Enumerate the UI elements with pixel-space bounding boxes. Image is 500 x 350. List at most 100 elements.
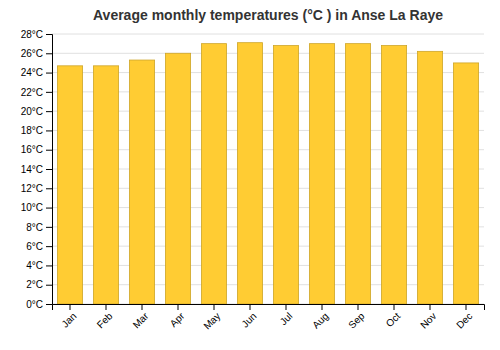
x-tick-label: Nov (418, 310, 438, 330)
y-tick: 28°C (21, 29, 52, 40)
y-tick: 20°C (21, 106, 52, 117)
x-tick-label: Oct (384, 310, 403, 329)
y-axis-line (46, 35, 53, 305)
x-tick-label: Aug (310, 310, 330, 330)
y-tick-label: 14°C (21, 164, 43, 175)
y-tick-label: 24°C (21, 67, 43, 78)
x-tick-mark (466, 304, 467, 310)
y-tick-label: 26°C (21, 48, 43, 59)
y-tick-mark (46, 304, 52, 305)
x-tick-mark (142, 304, 143, 310)
x-tick-mark (214, 304, 215, 310)
x-tick-mark (430, 304, 431, 310)
y-tick-mark (46, 169, 52, 170)
y-tick: 12°C (21, 183, 52, 194)
y-tick: 2°C (26, 279, 52, 290)
y-tick-mark (46, 53, 52, 54)
y-tick-mark (46, 111, 52, 112)
y-tick-mark (46, 285, 52, 286)
title: Average monthly temperatures (°C ) in An… (93, 7, 443, 23)
x-tick: Apr (168, 304, 187, 329)
x-tick-label: Feb (95, 310, 115, 330)
x-axis: Jan Feb Mar Apr May Jun Jul Aug Sep Oct Nov Dec (53, 304, 485, 332)
y-tick-label: 16°C (21, 144, 43, 155)
y-tick-label: 10°C (21, 202, 43, 213)
x-tick-label: Apr (168, 310, 187, 329)
y-tick-mark (46, 208, 52, 209)
y-tick-mark (46, 130, 52, 131)
x-tick: May (201, 304, 222, 332)
x-tick-label: Jan (59, 310, 78, 329)
bar (165, 53, 190, 304)
y-tick-label: 20°C (21, 106, 43, 117)
x-tick: Oct (384, 304, 403, 329)
x-tick-label: Dec (454, 310, 474, 330)
bar (201, 44, 226, 304)
y-axis: 0°C 2°C 4°C 6°C 8°C 10°C 12°C 14°C 16°C 18°C 20°C 2… (21, 29, 53, 310)
x-tick: Jun (239, 304, 258, 330)
y-tick-label: 22°C (21, 87, 43, 98)
y-tick: 18°C (21, 125, 52, 136)
bar (93, 66, 118, 304)
bar (237, 43, 262, 304)
x-tick-label: May (201, 310, 222, 331)
x-tick-mark (106, 304, 107, 310)
x-tick: Aug (310, 304, 330, 331)
y-tick-mark (46, 34, 52, 35)
x-tick: Mar (131, 304, 151, 330)
bar (381, 46, 406, 304)
x-tick-label: Jun (239, 310, 258, 329)
y-tick-label: 6°C (26, 241, 43, 252)
bar (453, 63, 478, 304)
y-tick-mark (46, 227, 52, 228)
y-tick-mark (46, 246, 52, 247)
x-tick-mark (250, 304, 251, 310)
bar (273, 46, 298, 304)
y-tick: 22°C (21, 87, 52, 98)
x-tick-label: Jul (278, 310, 295, 327)
bar (417, 51, 442, 304)
bar (309, 44, 334, 304)
bar (129, 60, 154, 304)
x-tick-label: Mar (131, 310, 151, 330)
x-tick: Nov (418, 304, 438, 331)
x-tick-label: Sep (346, 310, 367, 331)
x-tick-mark (178, 304, 179, 310)
y-tick: 14°C (21, 164, 52, 175)
x-tick: Jan (59, 304, 78, 330)
y-tick: 0°C (26, 299, 52, 310)
y-tick: 16°C (21, 144, 52, 155)
y-tick-mark (46, 73, 52, 74)
y-tick: 24°C (21, 67, 52, 78)
y-tick-label: 2°C (26, 279, 43, 290)
y-tick-mark (46, 188, 52, 189)
bar (57, 66, 82, 304)
x-tick-mark (286, 304, 287, 310)
x-tick: Sep (346, 304, 367, 331)
x-tick: Feb (95, 304, 115, 330)
x-axis-line (53, 305, 485, 311)
grid-line (52, 34, 484, 35)
bar (345, 44, 370, 304)
x-tick-mark (322, 304, 323, 310)
y-tick-mark (46, 150, 52, 151)
y-tick-mark (46, 265, 52, 266)
y-tick-mark (46, 92, 52, 93)
y-tick-label: 12°C (21, 183, 43, 194)
y-tick-label: 0°C (26, 299, 43, 310)
x-tick: Jul (278, 304, 295, 327)
y-tick: 4°C (26, 260, 52, 271)
chart: 0°C 2°C 4°C 6°C 8°C 10°C 12°C 14°C 16°C 18°C 20°C 2… (0, 0, 500, 350)
y-tick-label: 18°C (21, 125, 43, 136)
bars (57, 43, 478, 304)
x-tick-mark (394, 304, 395, 310)
x-tick-mark (358, 304, 359, 310)
grid (52, 34, 484, 304)
y-tick: 8°C (26, 222, 52, 233)
y-tick-label: 8°C (26, 222, 43, 233)
y-tick: 6°C (26, 241, 52, 252)
y-tick-label: 28°C (21, 29, 43, 40)
x-tick: Dec (454, 304, 474, 331)
y-tick: 26°C (21, 48, 52, 59)
x-tick-mark (70, 304, 71, 310)
